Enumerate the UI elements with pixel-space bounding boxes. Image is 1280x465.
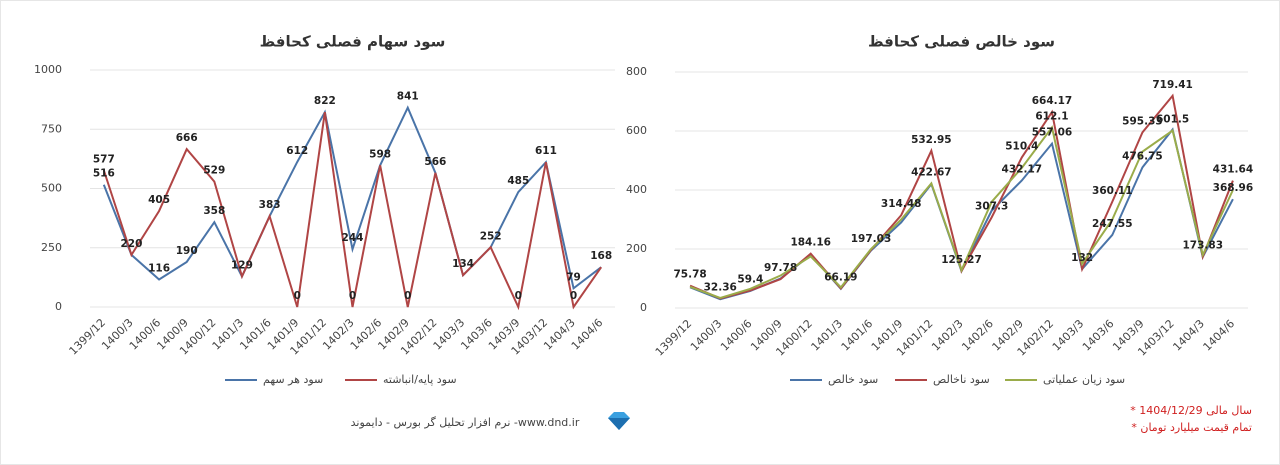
value-label: 405 bbox=[148, 194, 170, 206]
value-label: 532.95 bbox=[911, 134, 952, 146]
value-label: 244 bbox=[342, 232, 364, 244]
y-tick-label: 200 bbox=[626, 242, 647, 255]
value-label: 129 bbox=[231, 259, 253, 271]
y-tick-label: 750 bbox=[41, 122, 62, 135]
value-label: 431.64 bbox=[1213, 164, 1254, 176]
value-label: 719.41 bbox=[1152, 79, 1193, 91]
value-label: 134 bbox=[452, 258, 474, 270]
value-label: 75.78 bbox=[673, 269, 706, 281]
value-label: 383 bbox=[259, 199, 281, 211]
value-label: 476.75 bbox=[1122, 150, 1163, 162]
y-tick-label: 500 bbox=[41, 182, 62, 195]
value-label: 0 bbox=[515, 290, 522, 302]
value-label: 516 bbox=[93, 168, 115, 180]
value-label: 601.5 bbox=[1156, 114, 1189, 126]
value-label: 66.19 bbox=[824, 271, 857, 283]
y-tick-label: 400 bbox=[626, 183, 647, 196]
value-label: 557.06 bbox=[1032, 127, 1073, 139]
series-line bbox=[689, 125, 1234, 300]
value-label: 125.27 bbox=[941, 254, 982, 266]
value-label: 247.55 bbox=[1092, 218, 1133, 230]
value-label: 307.3 bbox=[975, 200, 1008, 212]
value-label: 612.1 bbox=[1035, 110, 1068, 122]
value-label: 510.4 bbox=[1005, 140, 1038, 152]
value-label: 598 bbox=[369, 148, 391, 160]
y-tick-label: 0 bbox=[55, 300, 62, 313]
value-label: 358 bbox=[203, 205, 225, 217]
value-label: 0 bbox=[349, 290, 356, 302]
value-label: 611 bbox=[535, 145, 557, 157]
value-label: 432.17 bbox=[1002, 164, 1043, 176]
value-label: 666 bbox=[176, 132, 198, 144]
value-label: 59.4 bbox=[737, 273, 763, 285]
source: نرم افزار تحلیل گر بورس - دایموند -www.d… bbox=[351, 416, 580, 429]
value-label: 612 bbox=[286, 145, 308, 157]
value-label: 97.78 bbox=[764, 262, 797, 274]
chart-title: سود سهام فصلی کحافظ bbox=[260, 33, 446, 51]
value-label: 529 bbox=[203, 165, 225, 177]
value-label: 32.36 bbox=[704, 281, 737, 293]
legend-label: سود ناخالص bbox=[933, 373, 990, 386]
value-label: 79 bbox=[566, 271, 581, 283]
y-tick-label: 800 bbox=[626, 65, 647, 78]
y-tick-label: 250 bbox=[41, 241, 62, 254]
value-label: 577 bbox=[93, 153, 115, 165]
y-tick-label: 600 bbox=[626, 124, 647, 137]
value-label: 314.48 bbox=[881, 198, 922, 210]
note: * سال مالی 1404/12/29 bbox=[1130, 404, 1252, 417]
value-label: 595.33 bbox=[1122, 115, 1163, 127]
value-label: 116 bbox=[148, 263, 170, 275]
value-label: 168 bbox=[590, 250, 612, 262]
value-label: 664.17 bbox=[1032, 95, 1073, 107]
legend-label: سود هر سهم bbox=[263, 373, 323, 386]
legend-label: سود پایه/انباشته bbox=[383, 373, 457, 386]
value-label: 822 bbox=[314, 95, 336, 107]
value-label: 184.16 bbox=[790, 237, 831, 249]
value-label: 0 bbox=[570, 290, 577, 302]
value-label: 190 bbox=[176, 245, 198, 257]
value-label: 485 bbox=[507, 175, 529, 187]
chart-title: سود خالص فصلی کحافظ bbox=[868, 33, 1055, 51]
value-label: 132 bbox=[1071, 252, 1093, 264]
y-tick-label: 0 bbox=[640, 301, 647, 314]
legend-label: سود خالص bbox=[828, 373, 878, 386]
value-label: 0 bbox=[294, 290, 301, 302]
value-label: 0 bbox=[404, 290, 411, 302]
legend-label: سود زیان عملیاتی bbox=[1043, 373, 1125, 386]
series-line bbox=[102, 105, 602, 291]
value-label: 422.67 bbox=[911, 166, 952, 178]
diamond-icon bbox=[608, 412, 630, 430]
value-label: 566 bbox=[424, 156, 446, 168]
value-label: 173.83 bbox=[1182, 240, 1223, 252]
note: * تمام قیمت میلیارد تومان bbox=[1131, 421, 1252, 434]
y-tick-label: 1000 bbox=[34, 63, 62, 76]
value-label: 841 bbox=[397, 91, 419, 103]
value-label: 220 bbox=[120, 238, 142, 250]
series-line bbox=[102, 112, 603, 311]
value-label: 368.96 bbox=[1213, 182, 1254, 194]
value-label: 252 bbox=[480, 230, 502, 242]
value-label: 360.11 bbox=[1092, 185, 1133, 197]
value-label: 197.03 bbox=[851, 233, 892, 245]
